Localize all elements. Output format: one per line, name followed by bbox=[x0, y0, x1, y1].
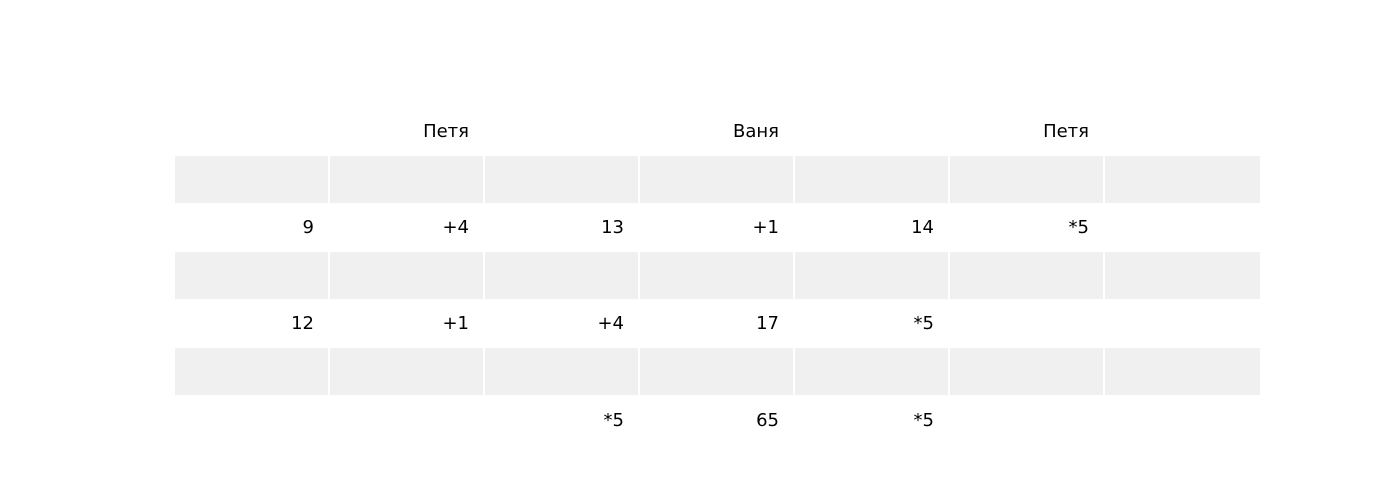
table-cell: 9 bbox=[302, 217, 314, 238]
table-cell: *5 bbox=[913, 410, 934, 431]
table-cell: 14 bbox=[911, 217, 934, 238]
table-cell bbox=[485, 348, 640, 395]
table-cell bbox=[330, 156, 485, 203]
table-cell bbox=[950, 156, 1105, 203]
table-cell: +4 bbox=[597, 313, 624, 334]
table-cell bbox=[640, 252, 795, 299]
table-cell bbox=[950, 299, 1105, 348]
table-row: 12 +1 +4 17 *5 bbox=[175, 299, 1260, 348]
table-cell: 65 bbox=[756, 410, 779, 431]
table-cell bbox=[795, 348, 950, 395]
column-header: Ваня bbox=[733, 121, 779, 142]
table-cell bbox=[1105, 156, 1260, 203]
column-header: Петя bbox=[1043, 121, 1089, 142]
table-cell bbox=[175, 348, 330, 395]
table-cell: *5 bbox=[1068, 217, 1089, 238]
table-row: *5 65 *5 bbox=[175, 396, 1260, 445]
table-cell bbox=[485, 252, 640, 299]
table-cell bbox=[1105, 348, 1260, 395]
table-cell: +1 bbox=[752, 217, 779, 238]
table-cell bbox=[640, 156, 795, 203]
table-cell bbox=[330, 252, 485, 299]
table-cell bbox=[795, 252, 950, 299]
table-cell bbox=[1105, 299, 1260, 348]
table-row bbox=[175, 252, 1260, 299]
table-cell bbox=[950, 396, 1105, 445]
table-cell bbox=[950, 252, 1105, 299]
table-cell bbox=[175, 252, 330, 299]
table-cell bbox=[1105, 203, 1260, 252]
table-cell bbox=[640, 348, 795, 395]
table-cell bbox=[330, 348, 485, 395]
table-cell: *5 bbox=[603, 410, 624, 431]
table-row: 9 +4 13 +1 14 *5 bbox=[175, 203, 1260, 252]
table-cell bbox=[175, 156, 330, 203]
table-cell bbox=[175, 396, 330, 445]
table-cell: 13 bbox=[601, 217, 624, 238]
table-cell bbox=[950, 348, 1105, 395]
table-cell bbox=[485, 156, 640, 203]
table-cell bbox=[330, 396, 485, 445]
table-cell: *5 bbox=[913, 313, 934, 334]
table-cell bbox=[795, 156, 950, 203]
table-cell: +1 bbox=[442, 313, 469, 334]
table-row bbox=[175, 156, 1260, 203]
table-cell: 12 bbox=[291, 313, 314, 334]
table-cell: +4 bbox=[442, 217, 469, 238]
table-row bbox=[175, 348, 1260, 395]
table-cell: 17 bbox=[756, 313, 779, 334]
table-cell bbox=[1105, 396, 1260, 445]
table-cell bbox=[1105, 252, 1260, 299]
column-header: Петя bbox=[423, 121, 469, 142]
